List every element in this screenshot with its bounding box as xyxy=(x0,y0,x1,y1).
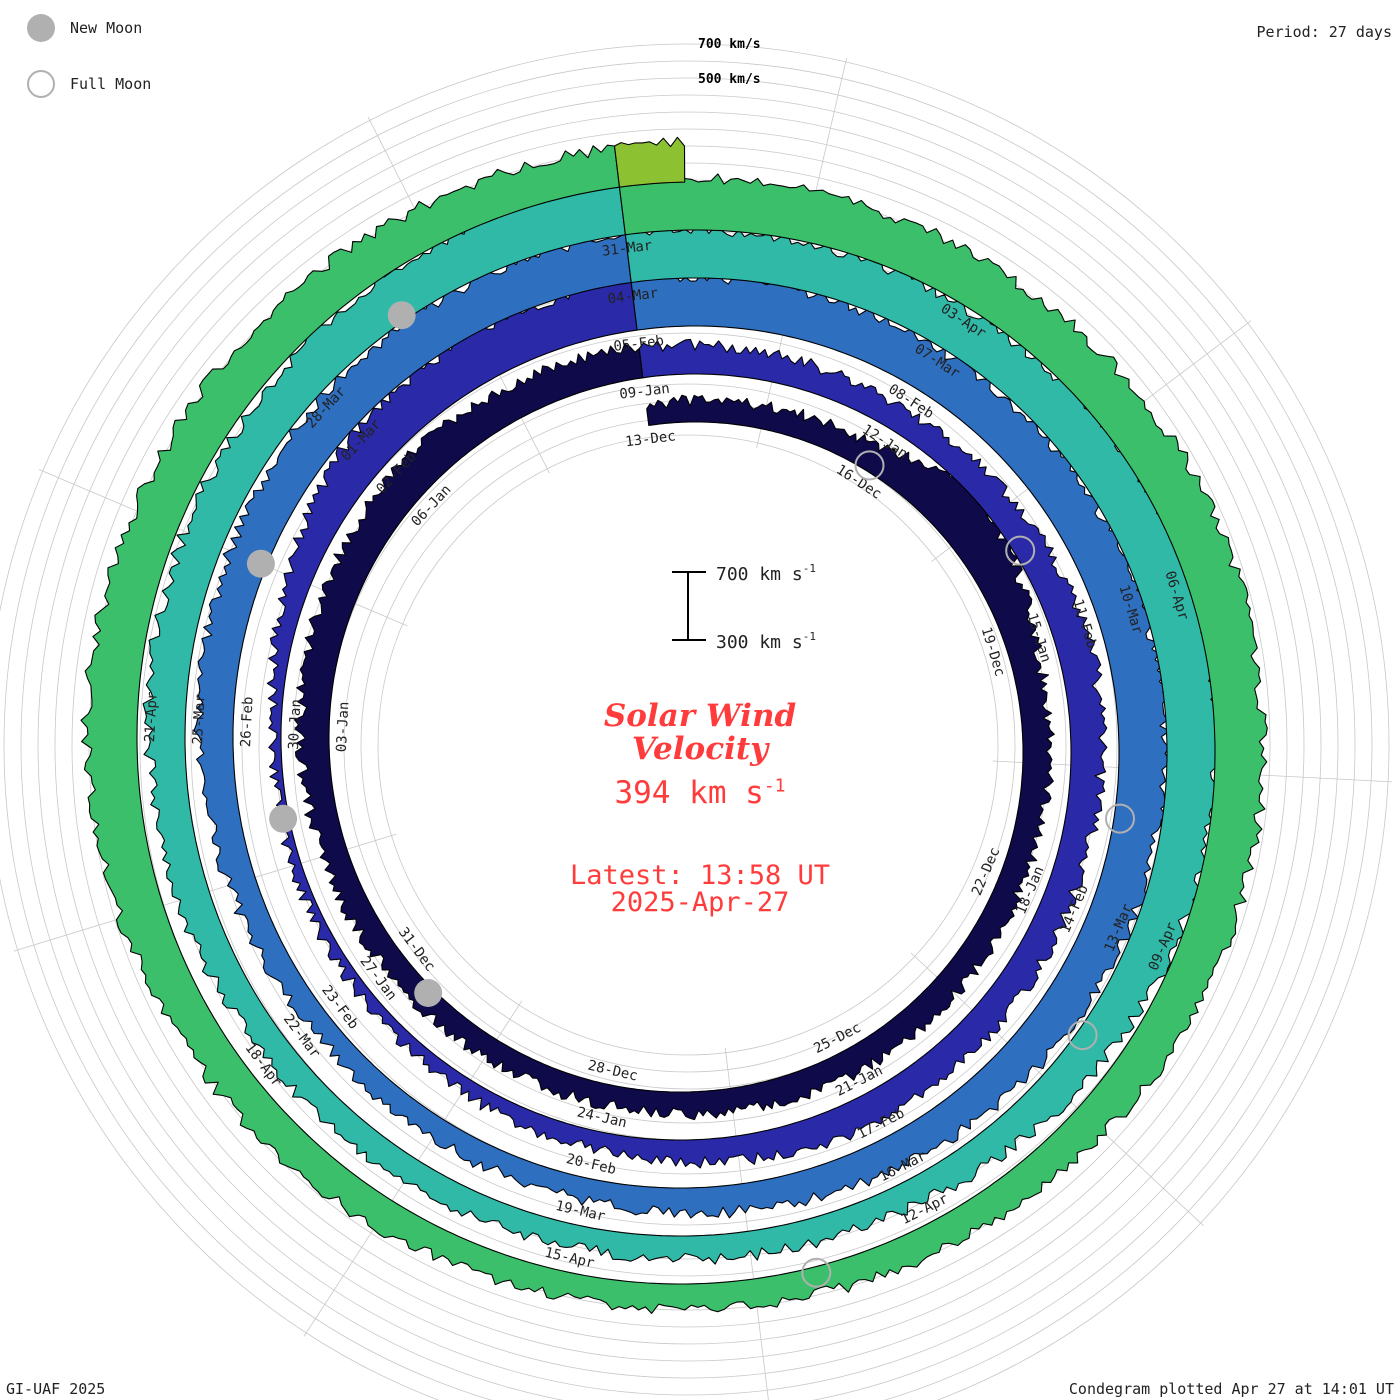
latest-time: Latest: 13:58 UT xyxy=(569,860,831,891)
full-moon-marker-2 xyxy=(1005,535,1036,566)
grid-circle xyxy=(54,111,1322,1379)
date-label-25-Mar: 25-Mar xyxy=(190,694,209,745)
current-speed: 394 km s-1 xyxy=(0,775,1400,811)
new-moon-marker-2 xyxy=(269,804,298,833)
chart-title-line1: Solar Wind xyxy=(603,698,797,734)
new-moon-marker-3 xyxy=(246,549,275,578)
grid-circle xyxy=(3,60,1373,1400)
date-label-26-Feb: 26-Feb xyxy=(238,696,257,747)
date-label-05-Feb: 05-Feb xyxy=(613,333,665,355)
full-moon-marker-5 xyxy=(801,1257,832,1288)
current-speed-unit: km s xyxy=(689,775,764,811)
full-moon-marker-3 xyxy=(1105,803,1135,834)
series-bands xyxy=(80,136,1268,1314)
date-label-09-Jan: 09-Jan xyxy=(619,381,671,403)
scale-bar-bottom: 300 km s xyxy=(716,632,803,653)
full-moon-icon xyxy=(27,70,55,98)
date-label-31-Mar: 31-Mar xyxy=(601,238,653,260)
legend-full-moon-label: Full Moon xyxy=(70,75,152,93)
period-label: Period: 27 days xyxy=(1256,23,1392,41)
scale-bar-top-exp: -1 xyxy=(803,562,816,575)
current-speed-exp: -1 xyxy=(763,775,786,797)
speed-band-period-6 xyxy=(613,136,686,188)
scale-reference: 700 km/s 500 km/s xyxy=(698,37,761,87)
full-moon-marker-4 xyxy=(1067,1020,1098,1051)
new-moon-marker-4 xyxy=(387,301,416,330)
grid-circle xyxy=(377,434,999,1056)
date-label-13-Dec: 13-Dec xyxy=(624,428,676,450)
new-moon-icon xyxy=(27,14,55,42)
latest-date: 2025-Apr-27 xyxy=(610,887,790,918)
legend-full-moon: Full Moon xyxy=(27,70,151,98)
date-label-03-Jan: 03-Jan xyxy=(334,701,353,752)
chart-title-line2: Velocity xyxy=(631,731,769,767)
full-moon-marker-1 xyxy=(854,450,885,481)
footer-right: Condegram plotted Apr 27 at 14:01 UT xyxy=(1068,1380,1394,1398)
svg-text:700 km s-1: 700 km s-1 xyxy=(716,562,816,585)
date-label-04-Mar: 04-Mar xyxy=(607,285,659,307)
scale-700-label: 700 km/s xyxy=(698,37,761,52)
grid-circle xyxy=(20,77,1356,1400)
svg-text:300 km s-1: 300 km s-1 xyxy=(716,630,816,653)
moon-markers xyxy=(246,301,1135,1288)
scale-500-label: 500 km/s xyxy=(698,72,761,87)
current-speed-number: 394 xyxy=(614,775,671,811)
legend-new-moon: New Moon xyxy=(27,14,142,42)
scale-bar-top: 700 km s xyxy=(716,564,803,585)
grid-circle xyxy=(0,43,1390,1400)
date-label-20-Feb: 20-Feb xyxy=(565,1151,618,1178)
date-label-21-Apr: 21-Apr xyxy=(142,691,161,742)
footer-left: GI-UAF 2025 xyxy=(6,1380,106,1398)
new-moon-marker-1 xyxy=(414,979,443,1007)
legend-new-moon-label: New Moon xyxy=(70,19,143,37)
grid-circle xyxy=(71,128,1305,1362)
scale-bar: 700 km s-1 300 km s-1 xyxy=(672,562,816,653)
scale-bar-bottom-exp: -1 xyxy=(803,630,816,643)
date-label-30-Jan: 30-Jan xyxy=(286,699,305,750)
grid-circle xyxy=(37,94,1339,1396)
